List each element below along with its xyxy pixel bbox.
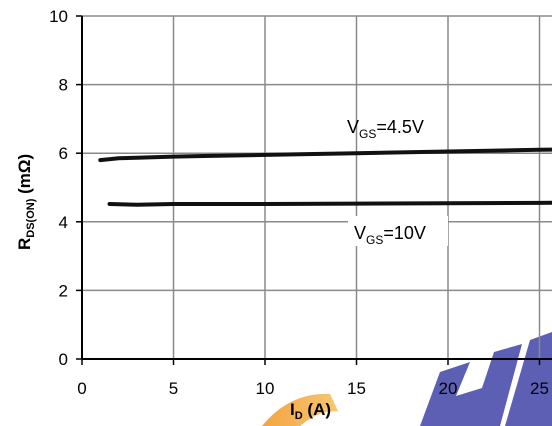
grid-lines: [81, 15, 552, 360]
y-tick-label: 2: [59, 281, 68, 300]
y-tick-label: 0: [59, 350, 68, 369]
series-label-vgs-4-5v-group: VGS=4.5V: [347, 117, 424, 141]
series-line-vgs-4-5v: [98, 147, 552, 163]
x-tick-label: 10: [256, 379, 275, 398]
x-tick-label: 0: [77, 379, 86, 398]
y-axis-title: RDS(ON) (mΩ): [15, 154, 37, 250]
series-label-vgs-4-5v: VGS=4.5V: [347, 117, 424, 141]
series-layer: [98, 147, 552, 207]
axes: [76, 15, 552, 365]
series-line-vgs-10v: [107, 200, 552, 207]
x-tick-label: 15: [347, 379, 366, 398]
y-tick-label: 6: [59, 144, 68, 163]
y-tick-label: 4: [59, 213, 68, 232]
y-tick-label: 10: [49, 7, 68, 26]
x-tick-label: 5: [169, 379, 178, 398]
series-label-vgs-10v-group: VGS=10V: [348, 216, 448, 247]
y-tick-labels: 0 2 4 6 8 10: [49, 7, 68, 369]
x-tick-labels: 051015202530: [77, 379, 549, 398]
x-tick-label: 20: [439, 379, 458, 398]
x-axis-title: ID (A): [290, 400, 331, 422]
x-tick-label: 25: [530, 379, 549, 398]
y-tick-label: 8: [59, 76, 68, 95]
series-label-vgs-10v: VGS=10V: [354, 223, 426, 247]
